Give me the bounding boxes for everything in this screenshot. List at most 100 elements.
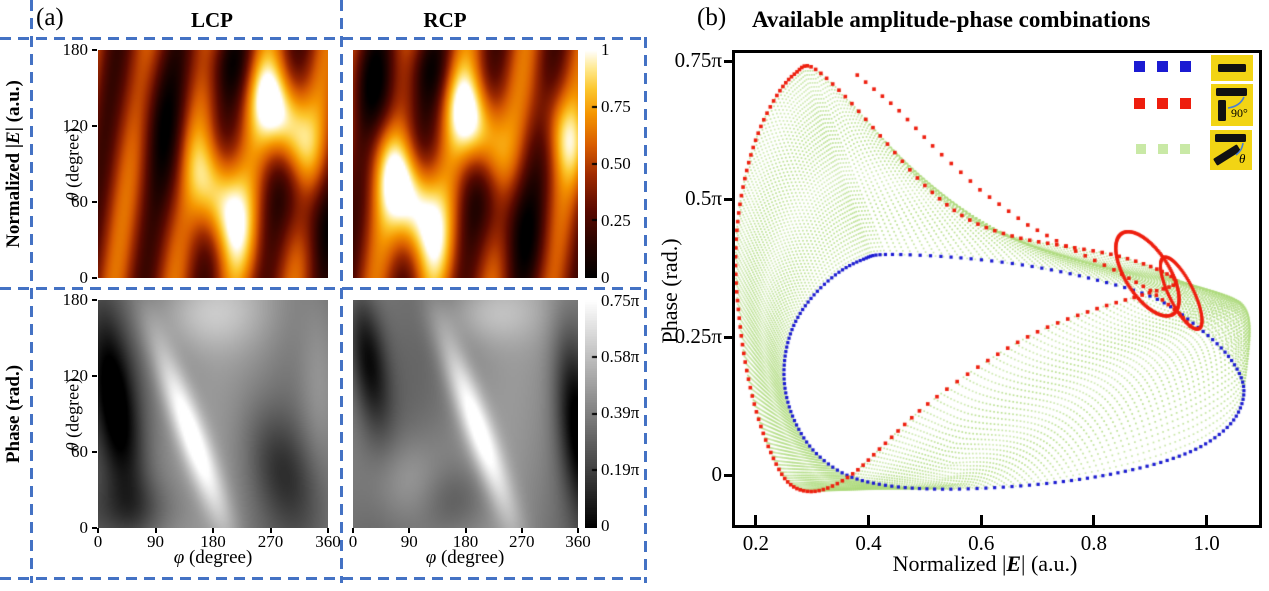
x-tick-label: 1.0 [1193,531,1220,555]
angle-label-theta: θ [1239,151,1246,166]
phi-tick-mark [464,528,467,533]
row-label-amplitude-e: E [3,131,24,144]
x-tick-mark [1092,515,1096,525]
legend-item-crossed-bars: 90° [1134,84,1253,126]
phase-colorbar-tick-label: 0.39π [601,403,640,423]
legend-marker-square [1157,61,1168,72]
phi-unit: (degree) [436,547,505,568]
phase-colorbar-tick-label: 0.19π [601,459,640,479]
phi-tick-label: 180 [452,532,479,551]
phi-tick-mark [520,528,523,533]
phi-tick-label: 0 [348,532,358,551]
amp-colorbar-tick-label: 0 [601,268,610,287]
heatmap-amplitude-lcp [98,50,328,278]
x-tick-label: 0.8 [1080,531,1108,555]
legend-markers-red [1134,96,1203,114]
legend-marker-square [1180,144,1190,154]
y-axis-label: Phase (rad.) [657,238,682,344]
y-tick-label: 0.75π [674,48,722,73]
theta-tick-mark [92,375,97,377]
phi-unit: (degree) [184,547,253,568]
y-tick-label: 0 [711,462,723,487]
x-tick-mark [979,515,983,525]
row-label-amplitude: Normalized |E| (a.u.) [3,49,25,279]
dashed-divider-center [0,287,648,291]
row-label-amplitude-post: | (a.u.) [3,80,24,132]
phi-tick-label: 360 [315,532,341,551]
heatmap-phase-lcp [98,300,328,528]
x-tick-label: 0.4 [855,531,882,555]
xlabel-e: E [1006,551,1022,576]
theta-tick-mark [92,201,97,203]
x-tick-mark [867,515,871,525]
panel-a-label: (a) [36,4,64,31]
x-tick-mark [754,515,758,525]
dashed-divider-bottom [0,577,648,581]
legend-markers-blue [1134,59,1203,77]
phi-tick-label: 0 [93,532,103,551]
theta-tick-label: 60 [71,442,88,461]
single-bar-icon [1211,55,1253,81]
phi-tick-label: 270 [509,532,535,551]
dashed-divider-left [30,0,34,583]
phi-tick-mark [577,528,579,533]
dashed-divider-top [0,37,648,41]
xlabel-pre: Normalized | [892,551,1007,576]
phi-tick-label: 360 [565,532,591,551]
legend-marker-square [1134,61,1145,72]
phi-tick-mark [212,528,214,533]
phase-colorbar-tick-label: 0.75π [601,291,640,310]
legend-item-rotated-bar: θ [1136,130,1252,170]
phase-colorbar-tick-label: 0.58π [601,347,640,367]
amp-colorbar-tick-label: 1 [601,40,610,59]
theta-tick-label: 60 [71,192,88,211]
legend-marker-square [1157,98,1168,109]
phi-axis-label-rcp: φ (degree) [385,548,545,568]
x-axis-label: Normalized |E| (a.u.) [795,551,1175,577]
phi-tick-label: 270 [257,532,284,551]
theta-tick-mark [92,527,97,529]
legend-marker-square [1136,144,1146,154]
phi-tick-mark [408,528,411,533]
theta-tick-mark [92,125,97,127]
legend-marker-square [1180,98,1191,109]
legend-marker-square [1180,61,1191,72]
row-label-amplitude-pre: Normalized | [3,143,24,248]
xlabel-post: | (a.u.) [1021,551,1078,576]
phi-tick-mark [269,528,272,533]
y-tick-mark [724,197,732,201]
heatmap-amplitude-rcp [353,50,578,278]
y-tick-mark [724,335,732,339]
phi-tick-mark [352,528,354,533]
scatter-plot-canvas [735,53,1259,525]
legend-markers-green [1136,141,1202,159]
x-tick-mark [1205,515,1209,525]
column-header-rcp: RCP [423,8,467,32]
colorbar-amplitude [585,50,597,278]
crossed-bars-90-icon: 90° [1211,84,1253,126]
phase-colorbar-tick-label: 0 [601,515,610,535]
theta-unit: (degree) [62,127,83,193]
panel-b-label: (b) [697,4,727,31]
theta-tick-label: 120 [62,366,89,385]
theta-tick-label: 120 [62,116,89,135]
theta-tick-label: 180 [62,290,89,309]
amp-colorbar-tick-label: 0.75 [601,97,631,116]
legend-item-single-bar [1134,54,1253,82]
phi-symbol: φ [425,547,437,568]
rotated-bar-theta-icon: θ [1210,130,1252,170]
theta-tick-mark [92,451,97,453]
y-tick-label: 0.25π [674,324,722,349]
theta-tick-mark [92,299,97,301]
panel-b-title: Available amplitude-phase combinations [752,7,1151,32]
x-tick-label: 0.6 [968,531,995,555]
x-tick-label: 0.2 [742,531,769,555]
phi-tick-label: 90 [147,532,164,551]
dashed-divider-middle [340,0,344,583]
theta-axis-label-top: θ (degree) [63,90,84,240]
angle-label-90: 90° [1231,106,1248,120]
theta-unit: (degree) [62,377,83,443]
theta-tick-mark [92,49,97,51]
theta-tick-label: 0 [79,268,89,287]
